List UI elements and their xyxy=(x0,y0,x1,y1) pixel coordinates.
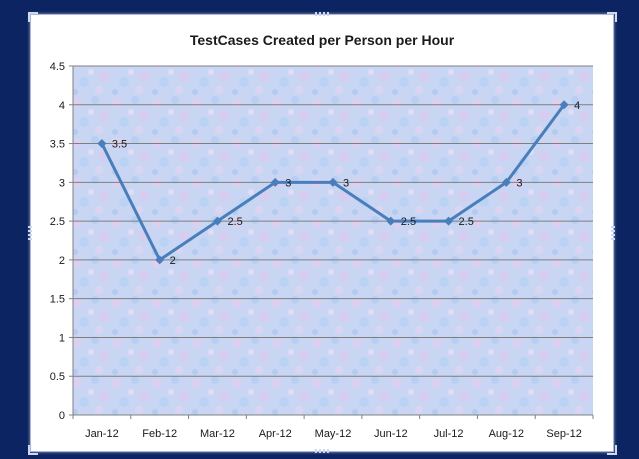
data-point xyxy=(386,216,396,226)
chart-svg: 3.5 2 2.5 3 3 2.5 2.5 3 4 0 0.5 1 1.5 2 2.5 3 3.5 4 4.5 Ja… xyxy=(50,61,594,440)
data-point xyxy=(444,216,454,226)
resize-handle-right[interactable] xyxy=(611,226,615,240)
x-tick-label: Aug-12 xyxy=(489,428,524,440)
data-label: 2 xyxy=(170,255,176,267)
resize-handle-top[interactable] xyxy=(315,12,329,16)
data-label: 3 xyxy=(343,177,349,189)
chart-window[interactable]: TestCases Created per Person per Hour 3.… xyxy=(28,12,617,455)
y-tick-label: 0 xyxy=(59,410,65,422)
data-point xyxy=(97,139,107,149)
data-label: 3 xyxy=(285,177,291,189)
x-tick-label: Feb-12 xyxy=(142,428,177,440)
chart-title: TestCases Created per Person per Hour xyxy=(189,32,455,48)
data-label: 3.5 xyxy=(112,139,127,151)
y-tick-label: 2 xyxy=(59,255,65,267)
y-tick-label: 2.5 xyxy=(50,216,65,228)
x-tick-label: May-12 xyxy=(315,428,352,440)
y-tick-label: 4 xyxy=(59,100,65,112)
data-label: 2.5 xyxy=(459,216,474,228)
y-tick-label: 4.5 xyxy=(50,61,65,73)
resize-corner-br[interactable] xyxy=(607,445,617,455)
y-tick-label: 3.5 xyxy=(50,139,65,151)
resize-handle-bottom[interactable] xyxy=(315,449,329,453)
x-tick-label: Jun-12 xyxy=(374,428,408,440)
data-label: 2.5 xyxy=(227,216,242,228)
y-tick-label: 1 xyxy=(59,332,65,344)
plot-area xyxy=(73,66,593,415)
series-layer: 3.5 2 2.5 3 3 2.5 2.5 3 4 xyxy=(97,100,580,267)
data-point xyxy=(155,255,165,265)
y-tick-label: 3 xyxy=(59,177,65,189)
y-tick-label: 0.5 xyxy=(50,371,65,383)
tick-labels: 0 0.5 1 1.5 2 2.5 3 3.5 4 4.5 Jan-12 Feb-12 Mar-12 Ap… xyxy=(50,61,582,440)
data-label: 3 xyxy=(516,177,522,189)
data-point xyxy=(270,177,280,187)
x-tick-label: Jul-12 xyxy=(434,428,464,440)
data-label: 2.5 xyxy=(401,216,416,228)
resize-corner-bl[interactable] xyxy=(28,445,38,455)
axes xyxy=(69,65,594,419)
data-point xyxy=(328,177,338,187)
data-point xyxy=(559,100,569,110)
x-tick-label: Sep-12 xyxy=(546,428,581,440)
data-point xyxy=(212,216,222,226)
data-point xyxy=(501,177,511,187)
y-tick-label: 1.5 xyxy=(50,294,65,306)
data-label: 4 xyxy=(574,100,580,112)
x-tick-label: Mar-12 xyxy=(200,428,235,440)
x-tick-label: Jan-12 xyxy=(85,428,119,440)
x-tick-label: Apr-12 xyxy=(259,428,292,440)
resize-corner-tl[interactable] xyxy=(28,12,38,22)
resize-handle-left[interactable] xyxy=(28,226,32,240)
resize-corner-tr[interactable] xyxy=(607,12,617,22)
